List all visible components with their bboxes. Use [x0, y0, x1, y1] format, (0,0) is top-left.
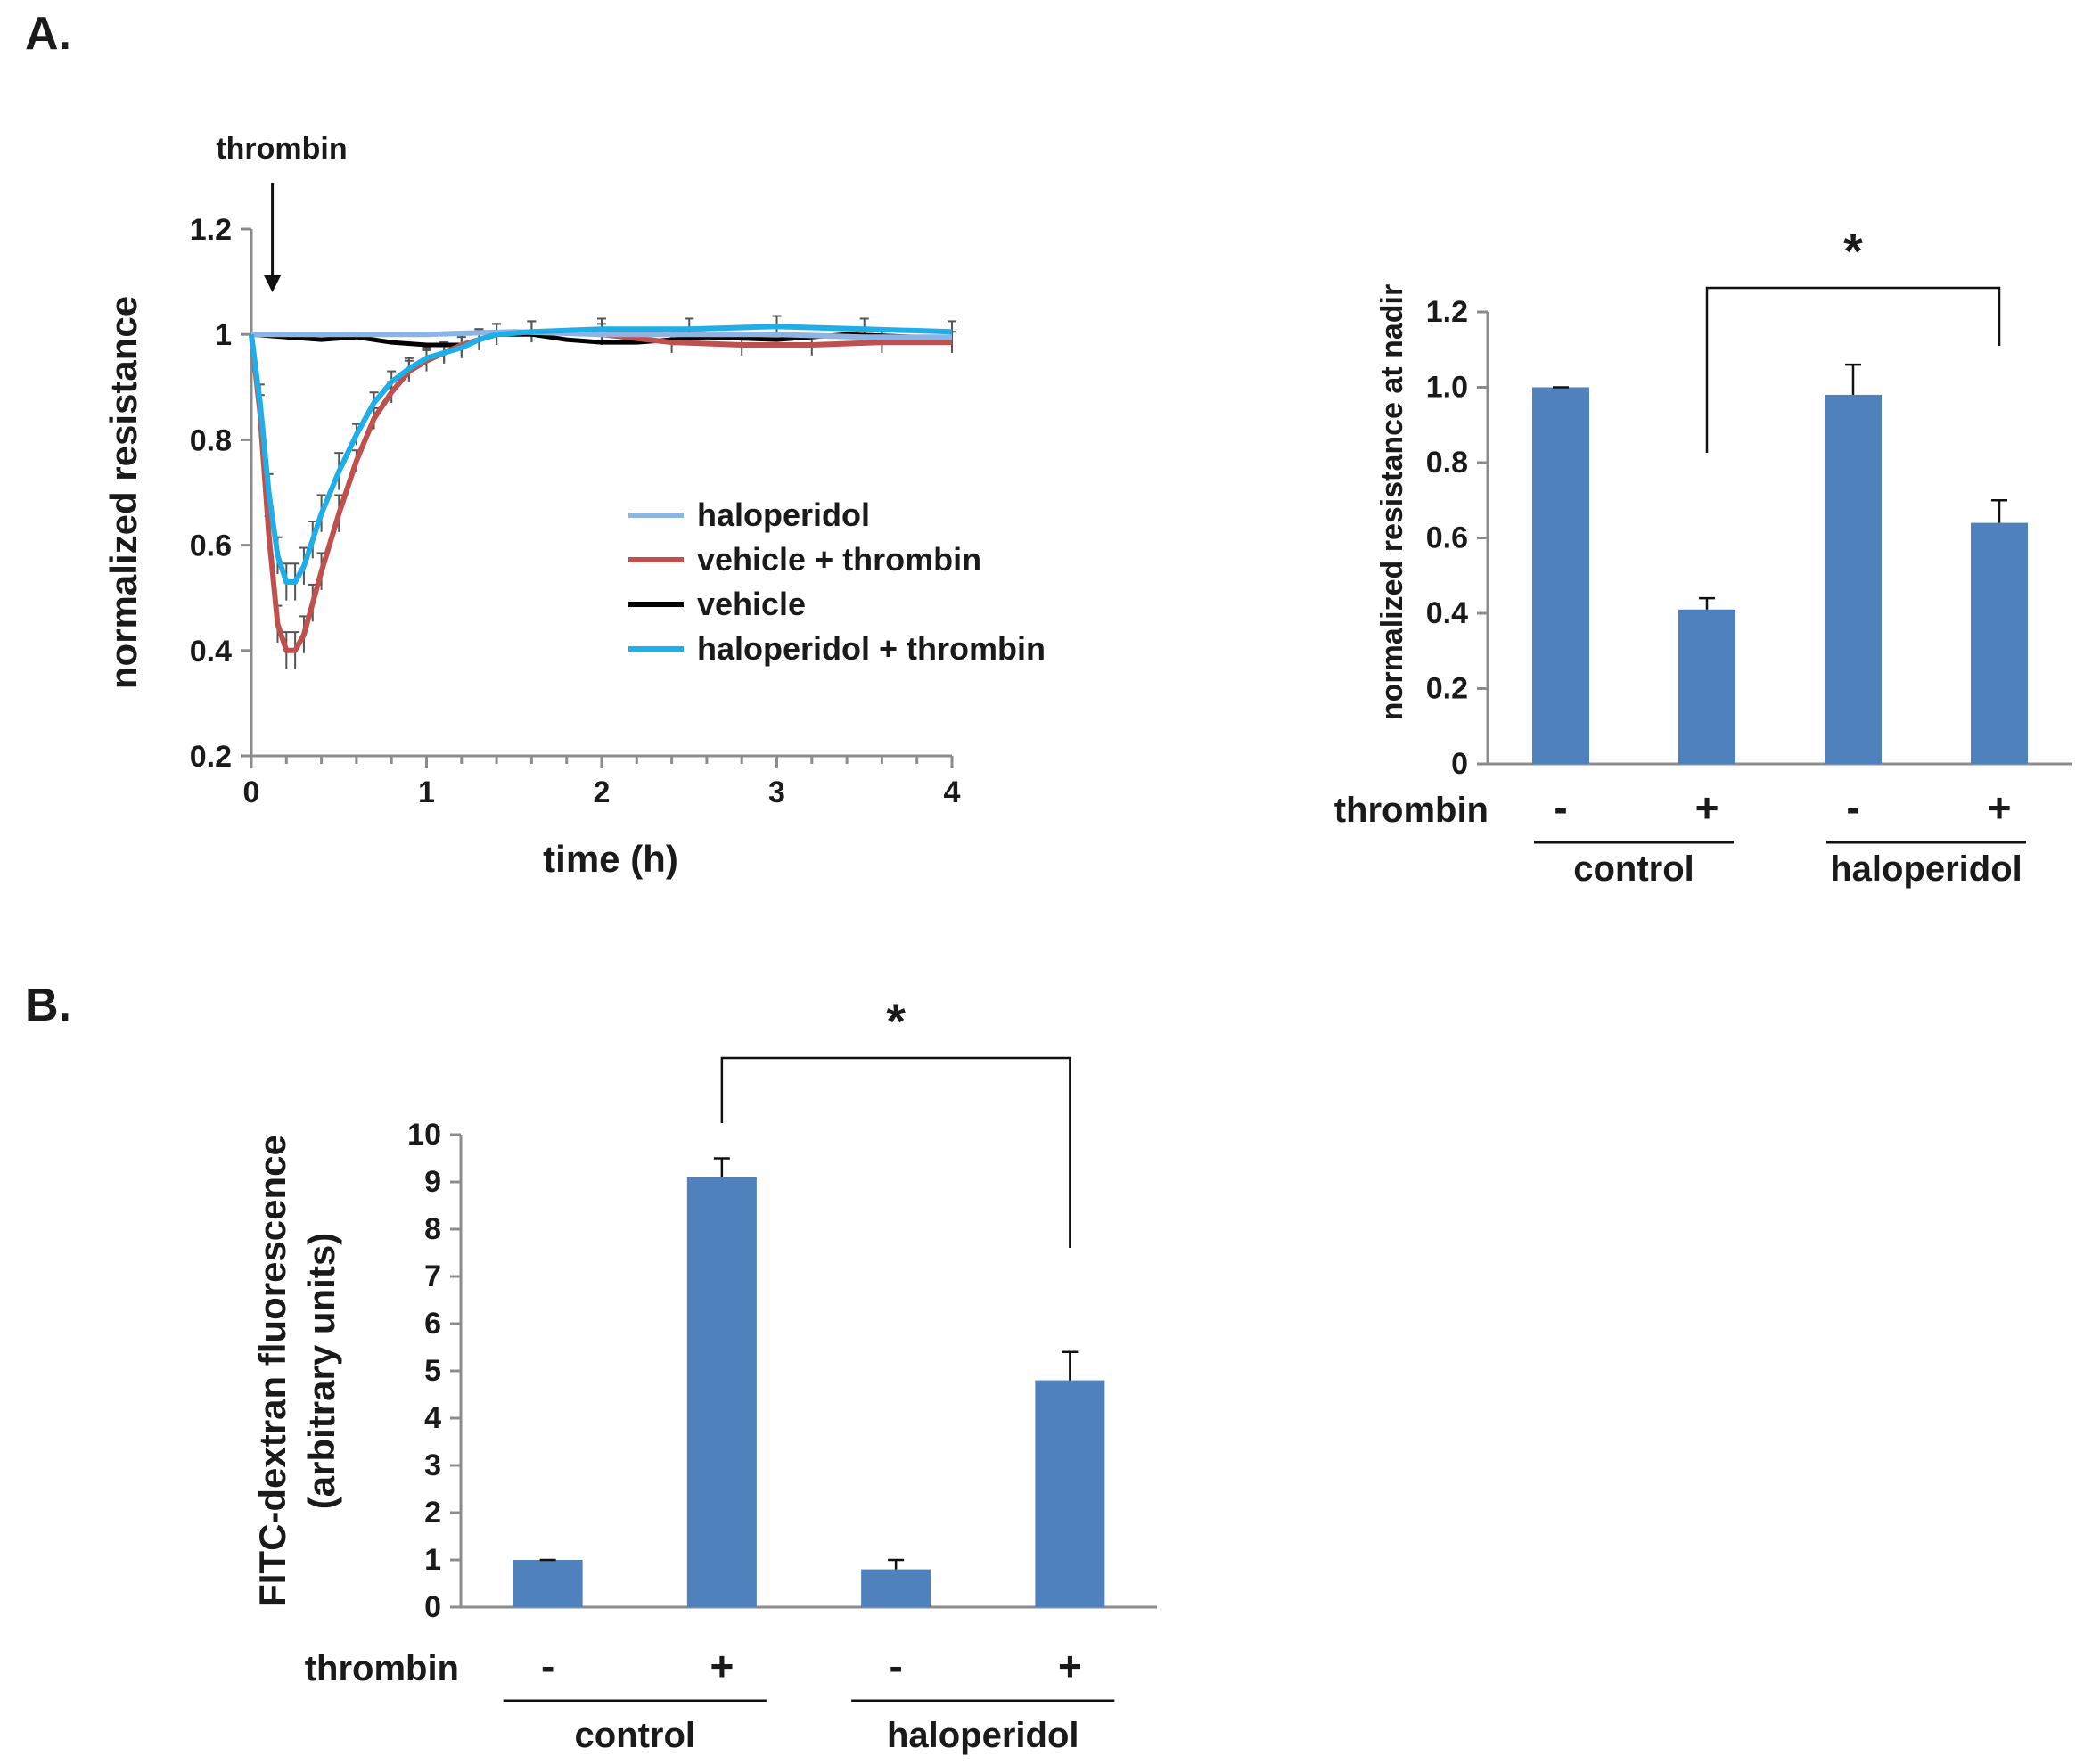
y-tick-label: 0: [1451, 747, 1468, 781]
bar: [513, 1560, 583, 1607]
legend-label: haloperidol + thrombin: [697, 630, 1046, 667]
y-tick-label: 0.4: [190, 635, 232, 669]
y-tick-label: 0.8: [1426, 446, 1468, 480]
fitc-bar-chart: 0 1 2 3 4 5 6 7 8 9 10 - + - + thrombin control haloperid…: [251, 993, 1157, 1755]
y-tick-label: 8: [424, 1212, 441, 1246]
x-tick-label: 3: [768, 775, 785, 809]
bar: [1035, 1380, 1105, 1607]
y-tick-label: 1: [215, 318, 232, 352]
y-tick-label: 5: [424, 1354, 441, 1388]
y-tick-label: 3: [424, 1448, 441, 1482]
thrombin-arrow-head: [263, 275, 282, 292]
y-axis-title: normalized resistance at nadir: [1375, 284, 1409, 720]
legend-label: haloperidol: [697, 496, 870, 533]
group-label: haloperidol: [887, 1716, 1079, 1755]
y-tick-label: 0.6: [190, 529, 232, 563]
x-tick-label: 4: [944, 775, 961, 809]
significance-star: *: [1843, 223, 1863, 279]
thrombin-sign: +: [1988, 784, 2012, 831]
bar: [861, 1569, 931, 1607]
thrombin-sign: +: [1695, 784, 1719, 831]
x-tick-label: 0: [243, 775, 260, 809]
x-tick-label: 2: [594, 775, 611, 809]
significance-star: *: [886, 993, 906, 1049]
legend-label: vehicle: [697, 586, 806, 622]
series-line-haloperidol-thrombin: [249, 324, 953, 585]
y-tick-label: 6: [424, 1307, 441, 1341]
y-axis-title: FITC-dextran fluorescence: [251, 1135, 293, 1607]
series-line-vehicle-thrombin: [249, 329, 952, 653]
y-tick-label: 0.2: [190, 740, 232, 774]
bar: [1532, 387, 1589, 764]
row-label: thrombin: [1334, 791, 1489, 830]
y-tick-label: 1: [424, 1543, 441, 1577]
significance-bracket: [720, 1056, 1071, 1248]
y-tick-label: 2: [424, 1496, 441, 1530]
y-axis-title: normalized resistance: [103, 296, 144, 689]
y-tick-label: 10: [407, 1118, 441, 1152]
row-label: thrombin: [305, 1649, 459, 1688]
y-tick-label: 0: [424, 1590, 441, 1624]
group-label: control: [574, 1716, 695, 1755]
thrombin-annotation-label: thrombin: [216, 132, 347, 166]
thrombin-sign: -: [1846, 784, 1859, 831]
y-axis-subtitle: (arbitrary units): [300, 1233, 342, 1509]
bar: [1678, 609, 1735, 764]
thrombin-sign: -: [1554, 784, 1567, 831]
series-line-haloperidol: [251, 329, 952, 340]
thrombin-sign: +: [710, 1643, 734, 1689]
group-label: control: [1573, 849, 1694, 889]
y-tick-label: 0.2: [1426, 672, 1468, 706]
panel-label-a: A.: [25, 8, 71, 60]
nadir-bar-chart: 0 0.2 0.4 0.6 0.8 1.0 1.2 - + - + thrombin control ha…: [1334, 223, 2072, 889]
y-tick-label: 7: [424, 1259, 441, 1293]
legend-label: vehicle + thrombin: [697, 541, 981, 578]
y-tick-label: 0.6: [1426, 521, 1468, 555]
panel-label-b: B.: [25, 980, 71, 1031]
thrombin-sign: +: [1058, 1643, 1082, 1689]
thrombin-sign: -: [541, 1643, 554, 1689]
y-tick-label: 1.0: [1426, 371, 1468, 405]
y-tick-label: 0.4: [1426, 596, 1468, 630]
y-tick-label: 1.2: [1426, 295, 1468, 329]
x-tick-label: 1: [418, 775, 435, 809]
bar: [686, 1177, 757, 1607]
group-label: haloperidol: [1830, 849, 2022, 889]
y-tick-label: 0.8: [190, 423, 232, 457]
y-tick-label: 1.2: [190, 213, 232, 247]
bar: [1971, 522, 2028, 764]
time-course-chart: 0.2 0.4 0.6 0.8 1 1.2 0 1 2 3 4 time (h) normalized …: [103, 132, 1046, 880]
x-axis-title: time (h): [543, 838, 678, 880]
y-tick-label: 4: [424, 1401, 441, 1435]
thrombin-sign: -: [889, 1643, 902, 1689]
y-tick-label: 9: [424, 1165, 441, 1199]
bar: [1825, 394, 1882, 764]
significance-bracket: [1705, 286, 2001, 453]
